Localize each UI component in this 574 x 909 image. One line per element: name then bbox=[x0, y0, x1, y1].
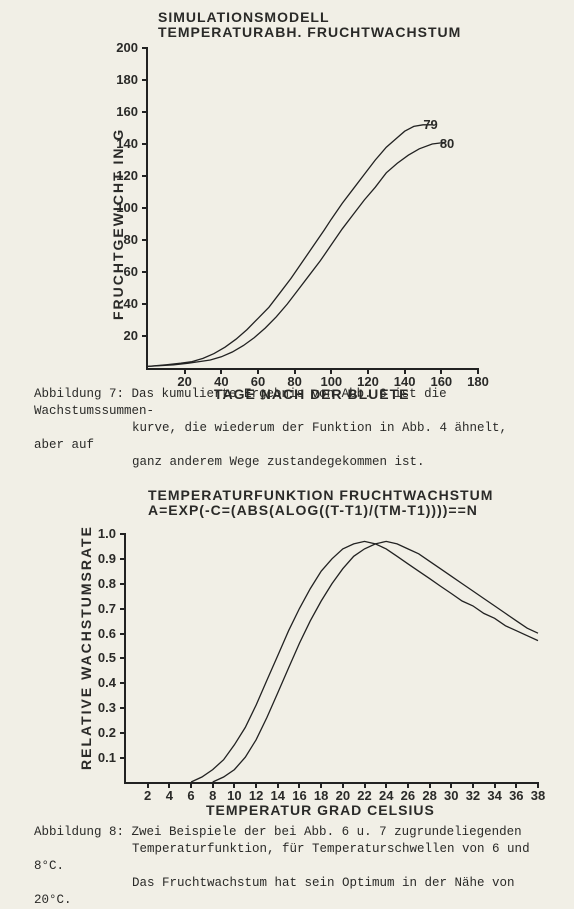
chart1-container: SIMULATIONSMODELL TEMPERATURABH. FRUCHTW… bbox=[106, 10, 476, 380]
xtick-label: 32 bbox=[466, 788, 480, 803]
series-curve6 bbox=[191, 542, 538, 783]
page-root: SIMULATIONSMODELL TEMPERATURABH. FRUCHTW… bbox=[0, 0, 574, 859]
xtick-label: 26 bbox=[401, 788, 415, 803]
xtick-label: 36 bbox=[509, 788, 523, 803]
xtick-label: 30 bbox=[444, 788, 458, 803]
xtick-label: 12 bbox=[249, 788, 263, 803]
caption7-prefix: Abbildung 7: bbox=[34, 387, 124, 401]
series-label-80: 80 bbox=[440, 136, 454, 151]
xtick-label: 20 bbox=[336, 788, 350, 803]
chart2-xlabel: TEMPERATUR GRAD CELSIUS bbox=[206, 802, 435, 818]
figure-8: TEMPERATURFUNKTION FRUCHTWACHSTUM A=EXP(… bbox=[32, 488, 556, 908]
xtick-label: 38 bbox=[531, 788, 545, 803]
xtick-label: 160 bbox=[430, 374, 452, 389]
xtick-label: 20 bbox=[177, 374, 191, 389]
xtick-label: 180 bbox=[467, 374, 489, 389]
chart2-svg bbox=[126, 534, 538, 782]
chart1-ylabel: FRUCHTGEWICHT IN G bbox=[110, 128, 126, 320]
caption8-prefix: Abbildung 8: bbox=[34, 825, 124, 839]
xtick-label: 18 bbox=[314, 788, 328, 803]
chart2-title-line2: A=EXP(-C=(ABS(ALOG((T-T1)/(TM-T1))))==N bbox=[148, 502, 478, 518]
chart2-axes: 0.10.20.30.40.50.60.70.80.91.02468101214… bbox=[124, 534, 538, 784]
xtick-label: 24 bbox=[379, 788, 393, 803]
series-80 bbox=[148, 142, 445, 366]
series-curve8 bbox=[213, 542, 538, 783]
xtick-label: 16 bbox=[292, 788, 306, 803]
xtick-label: 28 bbox=[422, 788, 436, 803]
ytick-label: 20 bbox=[98, 328, 138, 343]
xtick-label: 6 bbox=[187, 788, 194, 803]
xtick-label: 8 bbox=[209, 788, 216, 803]
figure-7: SIMULATIONSMODELL TEMPERATURABH. FRUCHTW… bbox=[32, 10, 556, 470]
chart2-title: TEMPERATURFUNKTION FRUCHTWACHSTUM A=EXP(… bbox=[148, 488, 493, 517]
xtick-label: 4 bbox=[166, 788, 173, 803]
chart1-xlabel: TAGE NACH DER BLUETE bbox=[214, 386, 410, 402]
series-79 bbox=[148, 125, 432, 367]
xtick-label: 22 bbox=[357, 788, 371, 803]
chart1-svg bbox=[148, 48, 478, 368]
xtick-label: 10 bbox=[227, 788, 241, 803]
xtick-label: 2 bbox=[144, 788, 151, 803]
chart2-ylabel: RELATIVE WACHSTUMSRATE bbox=[78, 525, 94, 770]
ytick-label: 160 bbox=[98, 104, 138, 119]
ytick-label: 180 bbox=[98, 72, 138, 87]
ytick-label: 200 bbox=[98, 40, 138, 55]
caption-8: Abbildung 8: Zwei Beispiele der bei Abb.… bbox=[34, 824, 538, 908]
chart1-title-line2: TEMPERATURABH. FRUCHTWACHSTUM bbox=[158, 25, 461, 40]
chart2-title-line1: TEMPERATURFUNKTION FRUCHTWACHSTUM bbox=[148, 487, 493, 503]
series-label-79: 79 bbox=[423, 117, 437, 132]
chart1-title: SIMULATIONSMODELL TEMPERATURABH. FRUCHTW… bbox=[158, 10, 461, 39]
xtick-label: 14 bbox=[271, 788, 285, 803]
chart1-title-line1: SIMULATIONSMODELL bbox=[158, 9, 330, 25]
chart1-axes: 2040608010012014016018020020406080100120… bbox=[146, 48, 478, 370]
chart2-container: TEMPERATURFUNKTION FRUCHTWACHSTUM A=EXP(… bbox=[76, 488, 536, 818]
xtick-label: 34 bbox=[487, 788, 501, 803]
